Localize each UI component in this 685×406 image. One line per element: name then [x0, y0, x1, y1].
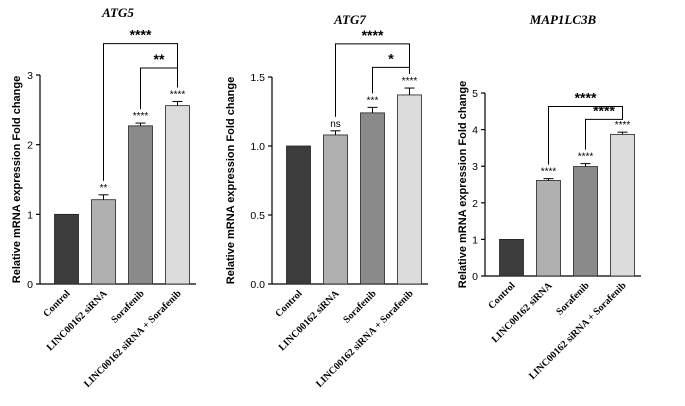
y-tick-label: 3	[472, 161, 478, 173]
bar-2	[323, 134, 348, 285]
bar-2	[91, 199, 116, 285]
bar-1	[499, 238, 524, 277]
bar-4	[610, 133, 635, 277]
y-tick-label: 1.5	[250, 72, 265, 84]
significance-label: **	[100, 183, 108, 194]
y-tick-label: 0.0	[250, 279, 265, 291]
y-axis-label: Relative mRNA expression Fold change	[225, 77, 237, 284]
bar-3	[360, 112, 385, 285]
significance-label: ****	[170, 89, 186, 100]
comparison-label: ****	[362, 27, 384, 43]
chart-title: MAP1LC3B	[529, 12, 597, 27]
bar-3	[573, 166, 598, 277]
bar-1	[286, 145, 311, 285]
bar-4	[165, 105, 190, 285]
category-label: Control	[486, 280, 517, 311]
bar-4	[397, 94, 422, 285]
significance-label: ****	[578, 152, 594, 163]
comparison-label: ****	[575, 90, 597, 106]
significance-label: ****	[133, 111, 149, 122]
chart-atg7: ATG7 Relative mRNA expression Fold change…	[225, 12, 428, 390]
significance-label: ***	[367, 95, 379, 106]
comparison-label: **	[154, 51, 165, 67]
y-tick-label: 2	[472, 198, 478, 210]
y-tick-label: 1.0	[250, 141, 265, 153]
chart-title: ATG5	[101, 5, 134, 20]
comparison-label: *	[388, 50, 394, 66]
significance-label: ****	[541, 167, 557, 178]
chart-title: ATG7	[333, 12, 366, 27]
category-label: Sorafenib	[109, 288, 147, 326]
significance-label: ns	[330, 119, 341, 130]
category-label: Sorafenib	[341, 288, 379, 326]
comparison-label: ****	[130, 27, 152, 43]
bar-1	[54, 213, 79, 285]
y-tick-label: 1	[27, 209, 33, 221]
comparison-bracket	[103, 43, 178, 181]
y-tick-label: 1	[472, 234, 478, 246]
y-tick-label: 0.5	[250, 210, 265, 222]
comparison-bracket	[548, 106, 623, 165]
bar-2	[536, 180, 561, 277]
bar-3	[128, 125, 153, 285]
comparison-bracket	[140, 67, 178, 110]
significance-label: ****	[402, 76, 418, 87]
y-tick-label: 2	[27, 140, 33, 152]
comparison-label: ****	[593, 102, 615, 118]
category-label: Control	[41, 288, 72, 319]
y-axis-label: Relative mRNA expression Fold change	[457, 81, 469, 288]
chart-atg5: ATG5 Relative mRNA expression Fold change…	[11, 5, 196, 390]
y-tick-label: 3	[27, 70, 33, 82]
chart-map1lc3b: MAP1LC3B Relative mRNA expression Fold ch…	[457, 12, 641, 382]
significance-label: ****	[615, 120, 631, 131]
y-tick-label: 4	[472, 125, 478, 137]
comparison-bracket	[372, 66, 410, 94]
category-label: Sorafenib	[554, 280, 592, 318]
y-tick-label: 0	[472, 271, 478, 283]
comparison-bracket	[335, 43, 410, 117]
comparison-bracket	[585, 118, 623, 150]
y-tick-label: 5	[472, 88, 478, 100]
y-axis-label: Relative mRNA expression Fold change	[11, 76, 23, 283]
category-label: Control	[273, 288, 304, 319]
y-tick-label: 0	[27, 279, 33, 291]
